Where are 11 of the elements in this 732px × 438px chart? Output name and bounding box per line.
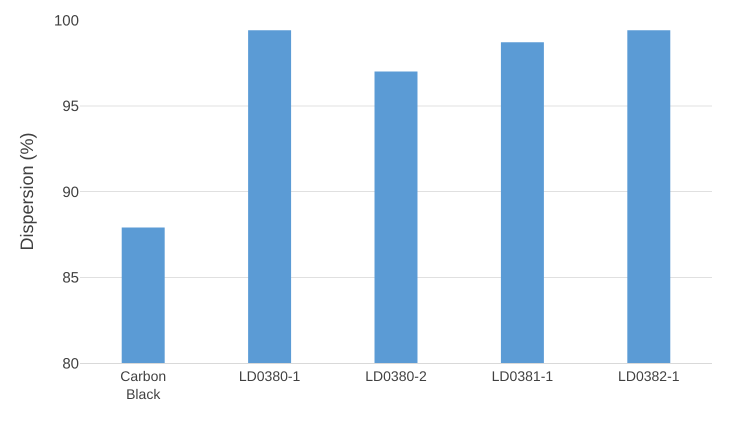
- y-tick-label: 100: [54, 12, 79, 30]
- y-tick-label: 80: [62, 355, 79, 372]
- x-tick-label: LD0380-2: [365, 368, 427, 384]
- x-tick-label: LD0380-1: [238, 368, 301, 384]
- y-tick-label: 90: [62, 184, 79, 201]
- y-tick-label: 95: [62, 98, 79, 115]
- x-tick-label: Carbon Black: [120, 368, 166, 402]
- y-axis-title: Dispersion (%): [17, 132, 38, 251]
- x-tick-label: LD0381-1: [492, 368, 554, 384]
- x-tick-label: LD0382-1: [618, 368, 680, 384]
- y-tick-label: 85: [62, 270, 79, 286]
